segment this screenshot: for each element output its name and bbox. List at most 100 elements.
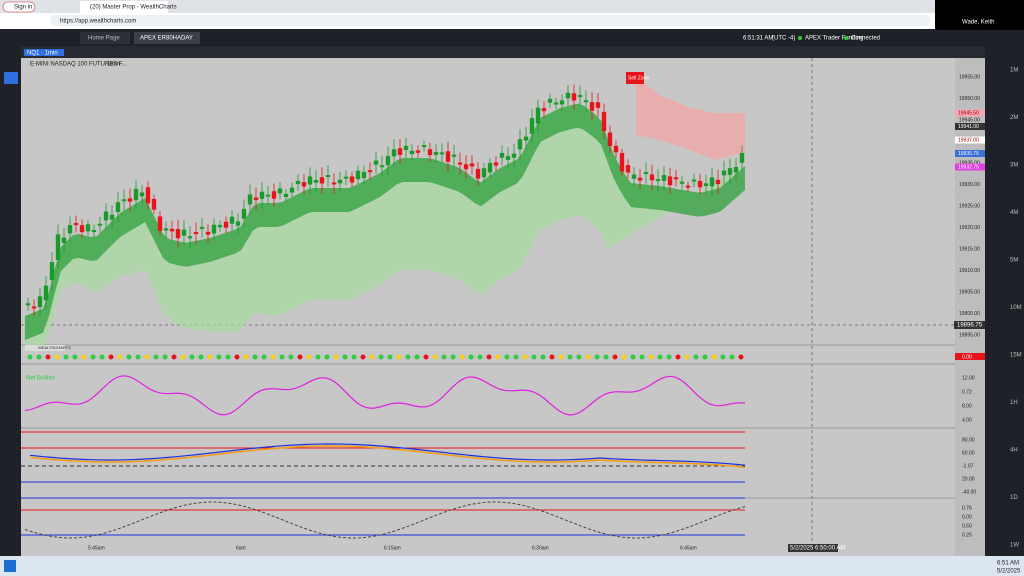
- signal-dot: [27, 354, 33, 360]
- signal-dot: [216, 354, 222, 360]
- sign-in-button[interactable]: [2, 1, 36, 13]
- status-dot: [798, 36, 802, 40]
- price-tag: [955, 109, 985, 117]
- timeframe[interactable]: 15M: [1010, 353, 1022, 359]
- price-label: 19895.00: [959, 332, 980, 338]
- signal-dot: [234, 354, 240, 360]
- candle: [409, 150, 415, 154]
- candle: [67, 225, 73, 234]
- candle: [469, 163, 475, 167]
- candle: [523, 136, 529, 141]
- app-tab-label[interactable]: Home Page: [88, 36, 120, 42]
- candle: [253, 197, 259, 200]
- signal-dot: [585, 354, 591, 360]
- timeframe[interactable]: 3M: [1010, 163, 1018, 169]
- candle: [715, 179, 721, 185]
- candle: [43, 285, 49, 301]
- signal-dot: [63, 354, 69, 360]
- app-tab[interactable]: [80, 32, 130, 44]
- signal-dot: [486, 354, 492, 360]
- candle: [157, 216, 163, 231]
- candle: [637, 177, 643, 181]
- candle: [589, 102, 595, 111]
- symbol-badge[interactable]: [24, 49, 64, 56]
- tool-button[interactable]: [4, 72, 18, 84]
- timeframe[interactable]: 2M: [1010, 115, 1018, 121]
- candle: [355, 170, 361, 180]
- signal-dot: [189, 354, 195, 360]
- candle: [595, 102, 601, 108]
- app-tab[interactable]: [134, 32, 200, 44]
- tab-title[interactable]: (20) Master Prop - WealthCharts: [90, 5, 177, 11]
- candle: [403, 145, 409, 151]
- candle: [49, 262, 55, 281]
- signal-dot: [333, 354, 339, 360]
- candle: [235, 221, 241, 226]
- signal-dot: [504, 354, 510, 360]
- signal-dot: [495, 354, 501, 360]
- candle: [349, 176, 355, 183]
- candle: [121, 199, 127, 202]
- candle: [559, 100, 565, 105]
- signal-dot: [270, 354, 276, 360]
- price-tag-text: 19945.50: [958, 110, 979, 116]
- status-dot: [844, 36, 848, 40]
- candle: [541, 108, 547, 112]
- timeframe[interactable]: 4M: [1010, 210, 1018, 216]
- candle: [607, 132, 613, 147]
- candle: [553, 102, 559, 105]
- signal-dot: [99, 354, 105, 360]
- signal-dot: [531, 354, 537, 360]
- tab-bar: [0, 0, 1024, 13]
- indicator-header: [25, 345, 65, 351]
- taskbar: [0, 556, 1024, 576]
- price-label: 19955.00: [959, 74, 980, 80]
- signal-dot: [540, 354, 546, 360]
- signal-dot: [81, 354, 87, 360]
- signal-dot: [459, 354, 465, 360]
- browser-tab[interactable]: [80, 1, 168, 13]
- app-tab-label[interactable]: APEX ER80HADAY: [140, 36, 193, 42]
- axis-label: -40.00: [962, 489, 976, 495]
- candle: [397, 148, 403, 155]
- sign-in[interactable]: Sign in: [14, 5, 32, 11]
- trend-line: [29, 443, 746, 466]
- signal-dot: [441, 354, 447, 360]
- candle: [685, 185, 691, 188]
- timeframe[interactable]: 4H: [1010, 448, 1018, 454]
- timeframe[interactable]: 10M: [1010, 305, 1022, 311]
- candle: [145, 187, 151, 204]
- url-field[interactable]: [50, 15, 930, 26]
- timeframe[interactable]: 1D: [1010, 495, 1018, 501]
- price-label: 19905.00: [959, 289, 980, 295]
- signal-dot: [261, 354, 267, 360]
- candle: [505, 156, 511, 160]
- candle: [547, 98, 553, 103]
- candle: [211, 224, 217, 234]
- start-button[interactable]: [4, 560, 16, 572]
- signal-dot: [648, 354, 654, 360]
- candle: [613, 145, 619, 153]
- axis-label: 80.00: [962, 437, 975, 443]
- candle: [601, 111, 607, 132]
- candle: [373, 160, 379, 165]
- candle: [283, 193, 289, 198]
- candle: [529, 118, 535, 134]
- signal-dot: [54, 354, 60, 360]
- price-tag-text: 19937.00: [958, 137, 979, 143]
- timeframe[interactable]: 5M: [1010, 258, 1018, 264]
- signal-dot: [405, 354, 411, 360]
- signal-dot: [315, 354, 321, 360]
- timeframe[interactable]: 1M: [1010, 68, 1018, 74]
- signal-dot: [549, 354, 555, 360]
- left-toolbar: [0, 46, 21, 556]
- timeframe[interactable]: 1W: [1010, 543, 1019, 549]
- candle: [667, 176, 673, 186]
- user-panel: [935, 0, 1024, 30]
- candle: [691, 179, 697, 182]
- url[interactable]: https://app.wealthcharts.com: [60, 19, 136, 25]
- sell-zone-label: Sell Zone: [628, 75, 649, 81]
- symbol[interactable]: NQ1 · 1min: [27, 51, 58, 57]
- timeframe[interactable]: 1H: [1010, 400, 1018, 406]
